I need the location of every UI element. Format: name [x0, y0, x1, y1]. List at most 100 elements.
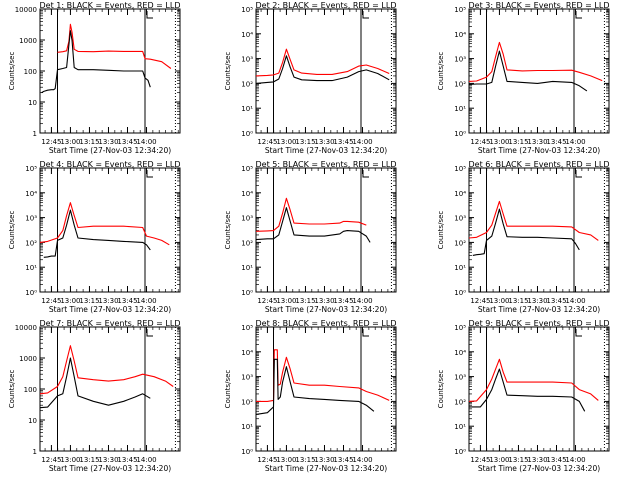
- y-tick-label: 10⁵: [241, 324, 253, 332]
- lld-series-line: [468, 358, 599, 402]
- x-tick-label: 13:00: [60, 297, 80, 305]
- panel-det-5: 10⁰ 10¹ 10² 10³ 10⁴ 10⁵ 12:4513:0013:1513:3013…: [224, 160, 397, 314]
- plot-frame: [255, 326, 397, 452]
- panel-det-7: 1 10 100 1000 10000 12:4513:0013:1513:3013:45…: [8, 319, 181, 473]
- x-tick-label: 13:15: [295, 297, 315, 305]
- panel-det-6: 10⁰ 10¹ 10² 10³ 10⁴ 10⁵ 12:4513:0013:1513:3013…: [437, 160, 610, 314]
- x-tick-label: 13:15: [79, 297, 99, 305]
- y-tick-label: 1000: [19, 37, 37, 45]
- x-axis-label: Start Time (27-Nov-03 12:34:20): [49, 305, 171, 314]
- x-tick-label: 13:15: [508, 297, 528, 305]
- y-axis-label: Counts/sec: [224, 370, 232, 409]
- interval-bracket: [575, 329, 582, 337]
- y-tick-label: 10⁰: [454, 448, 466, 456]
- x-tick-label: 13:30: [98, 297, 118, 305]
- x-tick-label: 13:45: [333, 456, 353, 464]
- y-tick-label: 10⁰: [454, 130, 466, 138]
- y-tick-label: 10³: [241, 56, 253, 64]
- y-tick-label: 10²: [241, 239, 253, 247]
- x-tick-label: 13:00: [60, 456, 80, 464]
- y-tick-label: 10¹: [241, 105, 253, 113]
- interval-bracket: [146, 11, 153, 19]
- x-tick-label: 13:15: [79, 138, 99, 146]
- y-tick-label: 1: [33, 448, 37, 456]
- x-tick-label: 13:00: [276, 297, 296, 305]
- x-axis-label: Start Time (27-Nov-03 12:34:20): [49, 464, 171, 473]
- y-tick-label: 10³: [241, 374, 253, 382]
- y-tick-label: 10¹: [454, 105, 466, 113]
- interval-bracket: [575, 11, 582, 19]
- x-tick-label: 13:45: [333, 138, 353, 146]
- lld-series-line: [255, 197, 367, 232]
- x-tick-label: 13:30: [527, 456, 547, 464]
- x-tick-label: 13:00: [60, 138, 80, 146]
- panel-title: Det 6: BLACK = Events, RED = LLD: [469, 160, 610, 169]
- y-tick-label: 10⁵: [454, 324, 466, 332]
- plot-frame: [39, 326, 181, 452]
- y-tick-label: 10⁰: [241, 130, 253, 138]
- x-tick-label: 13:30: [98, 456, 118, 464]
- x-tick-label: 13:45: [546, 456, 566, 464]
- y-tick-label: 10⁵: [25, 165, 37, 173]
- interval-bracket: [362, 170, 369, 178]
- y-tick-label: 10000: [15, 6, 37, 14]
- x-axis-label: Start Time (27-Nov-03 12:34:20): [265, 464, 387, 473]
- y-tick-label: 1000: [19, 355, 37, 363]
- interval-bracket: [362, 11, 369, 19]
- y-axis-label: Counts/sec: [224, 211, 232, 250]
- y-tick-label: 10¹: [241, 423, 253, 431]
- y-tick-label: 10¹: [454, 264, 466, 272]
- y-tick-label: 10⁵: [241, 165, 253, 173]
- y-tick-label: 10⁰: [25, 289, 37, 297]
- y-tick-label: 10⁴: [241, 349, 253, 357]
- x-axis-label: Start Time (27-Nov-03 12:34:20): [478, 464, 600, 473]
- plot-frame: [255, 167, 397, 293]
- x-tick-label: 12:45: [257, 138, 277, 146]
- y-tick-label: 10⁴: [241, 31, 253, 39]
- plot-frame: [468, 167, 610, 293]
- panel-det-2: 10⁰ 10¹ 10² 10³ 10⁴ 10⁵ 12:4513:0013:1513:3013…: [224, 1, 397, 155]
- events-series-line: [255, 207, 371, 243]
- y-tick-label: 10⁵: [454, 6, 466, 14]
- events-series-line: [41, 30, 151, 94]
- panel-title: Det 8: BLACK = Events, RED = LLD: [256, 319, 397, 328]
- events-series-line: [255, 358, 375, 415]
- y-tick-label: 10³: [25, 215, 37, 223]
- lld-series-line: [57, 23, 172, 69]
- x-tick-label: 13:30: [314, 297, 334, 305]
- y-tick-label: 10²: [241, 398, 253, 406]
- plot-frame: [468, 326, 610, 452]
- panel-det-4: 10⁰ 10¹ 10² 10³ 10⁴ 10⁵ 12:4513:0013:1513:3013…: [8, 160, 181, 314]
- x-tick-label: 14:00: [136, 138, 156, 146]
- y-tick-label: 10³: [241, 215, 253, 223]
- lld-series-line: [468, 41, 603, 82]
- y-tick-label: 10²: [454, 398, 466, 406]
- x-tick-label: 12:45: [470, 138, 490, 146]
- plot-frame: [39, 167, 181, 293]
- panel-det-9: 10⁰ 10¹ 10² 10³ 10⁴ 10⁵ 12:4513:0013:1513:3013…: [437, 319, 610, 473]
- x-tick-label: 13:30: [314, 138, 334, 146]
- panel-title: Det 5: BLACK = Events, RED = LLD: [256, 160, 397, 169]
- y-tick-label: 10⁰: [241, 448, 253, 456]
- x-tick-label: 13:00: [489, 138, 509, 146]
- x-tick-label: 13:30: [314, 456, 334, 464]
- x-tick-label: 14:00: [565, 138, 585, 146]
- y-tick-label: 10⁴: [454, 349, 466, 357]
- lld-series-line: [39, 202, 170, 246]
- x-axis-label: Start Time (27-Nov-03 12:34:20): [265, 305, 387, 314]
- y-tick-label: 10⁰: [454, 289, 466, 297]
- x-tick-label: 14:00: [352, 297, 372, 305]
- events-series-line: [39, 357, 151, 409]
- x-tick-label: 13:45: [546, 297, 566, 305]
- y-tick-label: 10²: [25, 239, 37, 247]
- y-tick-label: 10⁴: [454, 190, 466, 198]
- x-tick-label: 13:45: [117, 456, 137, 464]
- x-tick-label: 14:00: [565, 297, 585, 305]
- events-series-line: [255, 55, 390, 84]
- interval-bracket: [146, 329, 153, 337]
- x-tick-label: 12:45: [470, 297, 490, 305]
- x-tick-label: 12:45: [41, 297, 61, 305]
- panel-title: Det 3: BLACK = Events, RED = LLD: [469, 1, 610, 10]
- panel-title: Det 4: BLACK = Events, RED = LLD: [40, 160, 181, 169]
